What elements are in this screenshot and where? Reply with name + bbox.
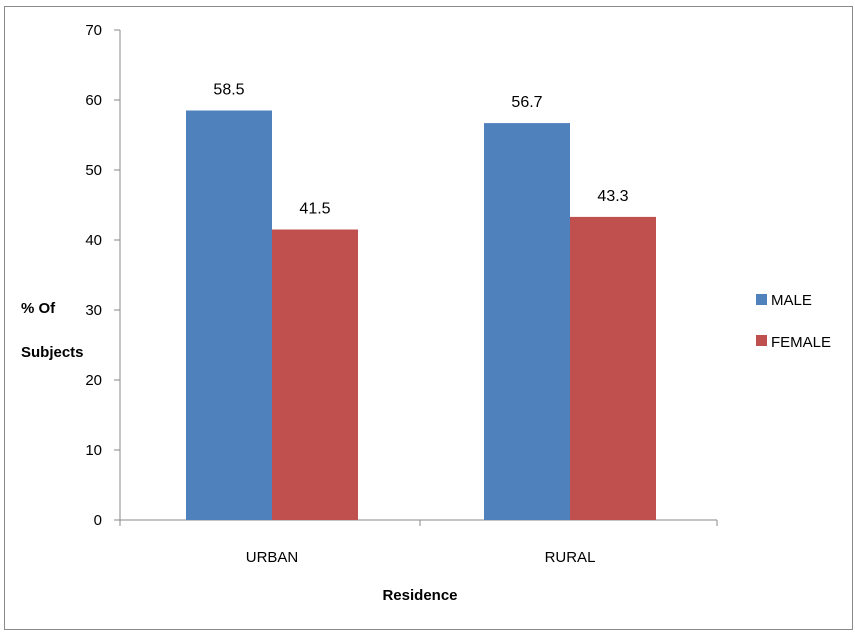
legend-label-male: MALE	[771, 292, 812, 309]
bar-male-rural	[484, 123, 570, 520]
x-category-label: RURAL	[545, 549, 596, 566]
y-tick-label: 0	[94, 512, 102, 529]
y-tick-label: 20	[85, 372, 102, 389]
data-label-male-urban: 58.5	[213, 82, 244, 99]
y-tick-label: 60	[85, 92, 102, 109]
data-label-female-urban: 41.5	[299, 201, 330, 218]
data-labels-group: 58.5 41.5 56.7 43.3	[213, 82, 628, 218]
bar-female-rural	[570, 216, 656, 520]
y-axis: 0 10 20 30 40 50 60 70	[85, 22, 121, 529]
legend: MALE FEMALE	[756, 292, 831, 351]
bar-female-urban	[272, 229, 358, 520]
legend-label-female: FEMALE	[771, 334, 831, 351]
legend-swatch-female	[756, 335, 767, 346]
legend-swatch-male	[756, 294, 767, 305]
data-label-male-rural: 56.7	[511, 94, 542, 111]
x-axis-title: Residence	[382, 587, 457, 604]
x-axis: URBAN RURAL	[119, 519, 718, 566]
data-label-female-rural: 43.3	[597, 188, 628, 205]
y-tick-label: 30	[85, 302, 102, 319]
y-tick-label: 10	[85, 442, 102, 459]
bars-group	[186, 110, 656, 520]
y-tick-label: 70	[85, 22, 102, 39]
y-axis-title-line-1: % Of	[21, 300, 56, 317]
y-axis-title-line-2: Subjects	[21, 344, 84, 361]
y-tick-label: 40	[85, 232, 102, 249]
y-tick-label: 50	[85, 162, 102, 179]
bar-male-urban	[186, 110, 272, 520]
x-category-label: URBAN	[246, 549, 299, 566]
chart-frame	[4, 6, 853, 630]
